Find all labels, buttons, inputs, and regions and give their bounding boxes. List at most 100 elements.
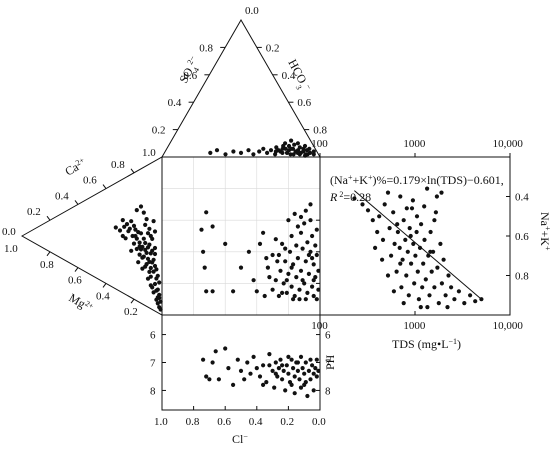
diamond-point	[283, 259, 288, 264]
ph-point	[280, 377, 285, 382]
ph-point	[242, 377, 247, 382]
cation-ca-tick: 0.2	[27, 206, 41, 218]
diamond-point	[316, 268, 321, 273]
diamond-point	[311, 278, 316, 283]
ph-x-tick: 0.6	[217, 416, 231, 428]
ph-point	[245, 360, 250, 365]
cation-point	[137, 240, 142, 245]
diamond-point	[294, 275, 299, 280]
ph-point	[302, 371, 307, 376]
ph-point	[286, 371, 291, 376]
tds-point	[380, 257, 385, 262]
tds-point	[409, 206, 415, 211]
cation-mg-tick: 0.2	[124, 306, 138, 318]
diamond-point	[292, 293, 297, 299]
tds-point	[411, 241, 416, 246]
tds-point	[385, 190, 391, 195]
diamond-point	[286, 218, 291, 223]
diamond-point	[297, 287, 302, 292]
tds-point	[380, 237, 386, 242]
cation-point	[134, 246, 139, 252]
tds-point	[377, 214, 382, 219]
diamond-point	[310, 256, 315, 261]
cation-point	[143, 222, 148, 227]
tds-point	[433, 210, 438, 215]
ph-point	[267, 363, 272, 368]
cation-point	[138, 204, 144, 209]
cation-point	[129, 248, 134, 253]
tds-point	[420, 285, 425, 290]
anion-so4-tick: 0.6	[183, 70, 197, 82]
diamond-point	[199, 227, 204, 232]
tds-point	[414, 229, 419, 235]
cation-point	[133, 233, 138, 239]
cation-point	[152, 281, 158, 287]
ph-point	[204, 374, 209, 379]
diamond-point	[294, 243, 299, 248]
ph-point	[310, 363, 315, 368]
diamond-point	[284, 278, 289, 283]
ph-y-tick-right: 6	[325, 330, 331, 342]
anion-vertex-label-left: 1.0	[142, 147, 156, 159]
ph-point	[270, 368, 275, 373]
cation-tick-mark	[46, 251, 51, 257]
cation-point	[143, 240, 148, 246]
tds-point	[410, 198, 415, 203]
tds-point	[428, 249, 433, 254]
ph-point	[216, 377, 221, 382]
diamond-point	[231, 289, 236, 294]
diamond-point	[265, 265, 270, 270]
cation-point	[134, 208, 139, 213]
ph-x-tick: 0.4	[249, 416, 263, 428]
ph-point	[231, 382, 236, 387]
ph-point	[281, 368, 286, 373]
cation-point	[151, 269, 156, 274]
ph-point	[251, 354, 256, 359]
tds-point	[439, 281, 444, 286]
anion-point	[295, 141, 300, 146]
ph-point	[316, 368, 321, 373]
anion-triangle-frame	[161, 18, 321, 158]
cation-point	[150, 236, 155, 241]
diamond-point	[310, 284, 315, 289]
diamond-point	[313, 275, 318, 280]
cation-ca-tick: 0.4	[55, 190, 69, 202]
ph-x-tick: 0.2	[280, 416, 294, 428]
anion-point	[251, 152, 256, 157]
diamond-point	[291, 297, 296, 302]
cation-tick-mark	[102, 184, 107, 189]
tds-equation: (Na++K+)%=0.179×ln(TDS)−0.601,	[330, 173, 504, 188]
ph-point	[210, 360, 215, 365]
ph-point	[292, 374, 297, 379]
ph-point	[289, 382, 294, 387]
diamond-point	[302, 221, 307, 226]
ph-point	[283, 388, 288, 393]
tds-point	[443, 293, 448, 298]
diamond-point	[289, 233, 294, 239]
tds-point	[452, 297, 457, 302]
tds-point	[391, 210, 396, 215]
diamond-point	[314, 227, 319, 232]
tds-point	[438, 241, 443, 246]
tds-point	[409, 261, 414, 266]
anion-point	[231, 149, 236, 154]
cation-tick-mark	[74, 200, 79, 205]
diamond-point	[204, 289, 209, 294]
ph-point	[308, 377, 313, 382]
diamond-point	[276, 252, 281, 258]
diamond-point	[210, 224, 215, 229]
diamond-point	[289, 265, 294, 270]
cation-mg-tick: 0.4	[96, 290, 110, 302]
tds-point	[435, 265, 440, 270]
cation-point	[140, 266, 145, 271]
cation-point	[131, 241, 137, 246]
tds-point	[449, 285, 454, 290]
tds-point	[395, 222, 400, 227]
cation-point	[145, 231, 151, 236]
tds-point	[436, 301, 441, 306]
tds-point	[421, 261, 426, 266]
cation-point	[140, 255, 145, 260]
anion-hco3-tick: 0.2	[266, 42, 280, 54]
cation-point	[138, 231, 144, 236]
anion-point	[268, 148, 274, 153]
